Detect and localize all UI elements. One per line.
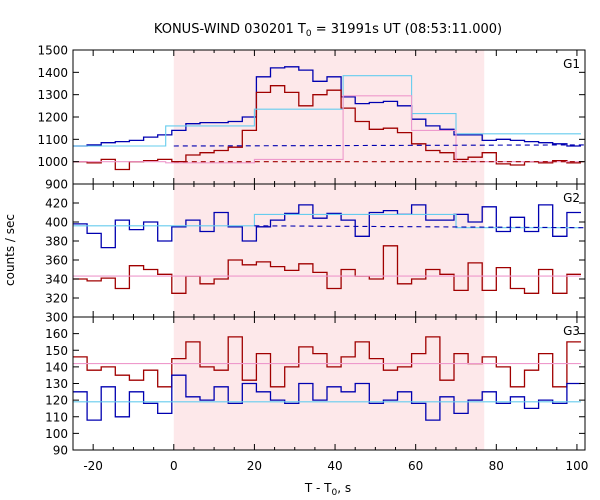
y-tick-label: 100 [45,427,68,441]
y-tick-label: 380 [45,235,68,249]
panel-g3: 90 100 110 120 130 140 150 160 -20 0 20 40 60 80 100 G3 [45,316,588,473]
panel-g2: 300 320 340 360 380 400 420 G2 [45,183,586,325]
y-tick-label: 160 [45,327,68,341]
chart-title-main: KONUS-WIND 030201 T [154,22,306,37]
series-blue-step-0 [73,66,581,147]
y-tick-label: 140 [45,360,68,374]
y-tick-label: 130 [45,377,68,391]
panel-label: G2 [563,191,580,205]
series-cyan-step-2 [73,213,581,229]
y-tick-label: 320 [45,292,68,306]
y-tick-label: 1500 [37,44,68,58]
panel-label: G1 [563,57,580,71]
x-tick-label: 100 [565,459,588,473]
chart-title: KONUS-WIND 030201 T0 = 31991s UT (08:53:… [154,22,502,39]
x-axis-label-main: T - T [304,481,332,495]
x-axis-label-rest: , s [337,481,351,495]
y-tick-label: 1400 [37,66,68,80]
burst-interval-highlight [173,317,485,450]
series-cyan-step-2 [73,75,581,147]
series-blue-step-1 [73,374,581,421]
x-axis-label-sub: 0 [332,488,338,498]
panel-label: G3 [563,324,580,338]
y-tick-label: 150 [45,344,68,358]
series-group [73,66,585,171]
y-tick-label: 1200 [37,111,68,125]
series-red-step-0 [73,336,581,388]
y-tick-label: 120 [45,394,68,408]
x-tick-label: 40 [327,459,342,473]
y-tick-label: 900 [45,178,68,192]
y-tick-label: 360 [45,254,68,268]
series-pink-step-3 [73,95,581,164]
panel-g1: 900 1000 1100 1200 1300 1400 1500 G1 [37,44,586,192]
x-tick-label: 80 [489,459,504,473]
y-tick-label: 300 [45,311,68,325]
y-tick-label: 1100 [37,133,68,147]
y-tick-label: 400 [45,216,68,230]
series-blue-dashed-4 [254,225,585,229]
x-axis-label: T - T0, s [304,481,351,498]
x-tick-label: 60 [408,459,423,473]
chart-title-sub: 0 [306,29,312,39]
series-blue-step-0 [73,204,581,249]
series-red-step-1 [73,85,581,171]
burst-interval-highlight [173,184,485,317]
y-tick-label: 1300 [37,88,68,102]
y-tick-label: 420 [45,197,68,211]
series-group [73,204,585,294]
series-blue-dashed-4 [173,144,585,147]
chart-title-rest: = 31991s UT (08:53:11.000) [312,22,502,37]
y-axis-label: counts / sec [3,214,17,286]
y-tick-label: 340 [45,273,68,287]
panels: 900100011001200130014001500G130032034036… [37,44,588,474]
x-tick-label: -20 [83,459,103,473]
y-tick-label: 1000 [37,155,68,169]
series-group [73,336,581,421]
x-tick-label: 20 [247,459,262,473]
series-red-step-1 [73,245,581,294]
y-tick-label: 90 [53,444,68,458]
y-tick-label: 110 [45,410,68,424]
burst-interval-highlight [173,50,485,184]
x-tick-label: 0 [170,459,178,473]
